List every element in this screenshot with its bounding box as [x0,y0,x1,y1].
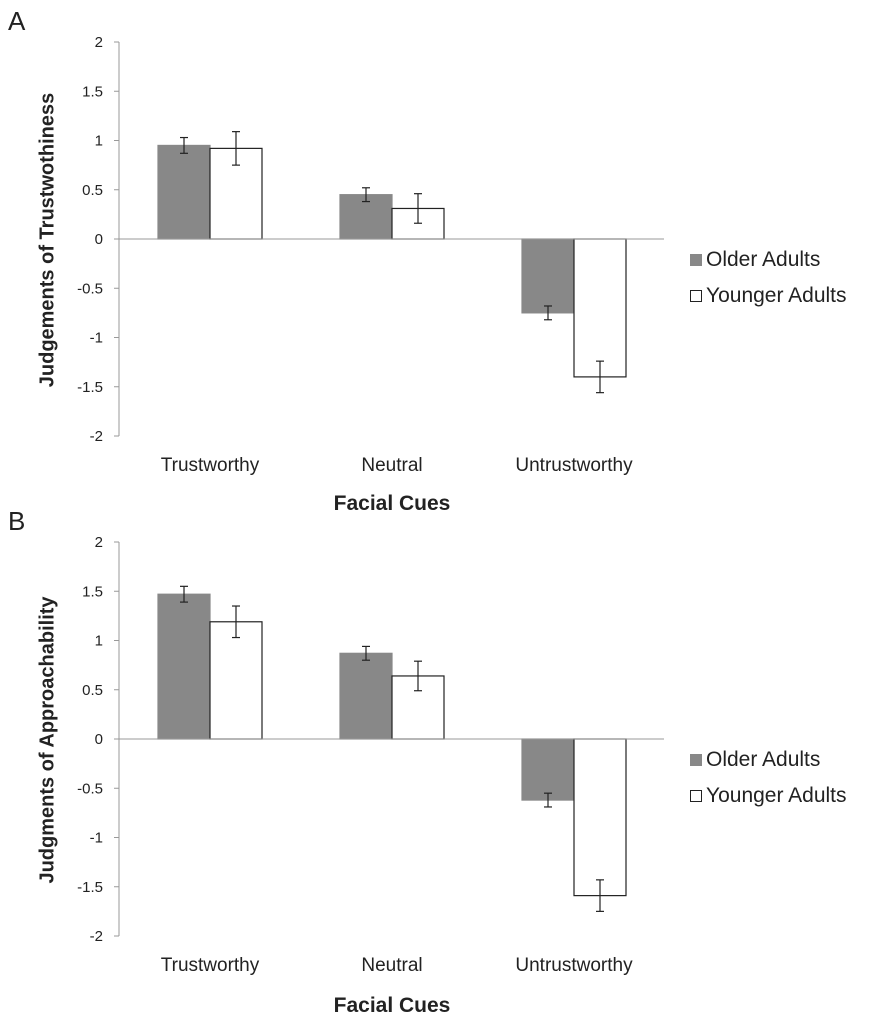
legend-label: Older Adults [706,248,821,271]
panel-label: B [8,506,26,536]
x-tick-label: Untrustworthy [515,455,633,476]
legend-swatch-older [690,754,702,766]
legend: Older Adults Younger Adults [690,242,847,314]
y-tick-label: 2 [95,534,103,551]
x-tick-label: Untrustworthy [515,955,633,976]
y-tick-label: -1 [90,330,103,347]
y-tick-label: -1.5 [77,379,103,396]
legend-item-older: Older Adults [690,242,847,278]
legend-item-younger: Younger Adults [690,278,847,314]
y-tick-label: 1 [95,133,103,150]
y-tick-label: 1.5 [82,583,103,600]
legend-label: Older Adults [706,748,821,771]
legend-label: Younger Adults [706,284,847,307]
chart-panel-b: B Judgments of Approachability 2 1.5 1 0.5 0… [0,500,871,1017]
bar-older-adults [521,738,575,801]
y-tick-label: -2 [90,428,103,445]
bar-older-adults [157,144,211,240]
y-tick-label: -0.5 [77,780,103,797]
legend-label: Younger Adults [706,784,847,807]
y-tick-label: 2 [95,34,103,51]
bar-chart: 2 1.5 1 0.5 0 -0.5 -1 -1.5 -2 Trustworthy Neutral U… [77,534,664,976]
legend: Older Adults Younger Adults [690,742,847,814]
x-axis-title: Facial Cues [333,492,451,515]
legend-swatch-older [690,254,702,266]
chart-panel-a: A Judgements of Trustwothiness 2 1.5 1 0.5 0… [0,0,871,515]
y-tick-label: 1.5 [82,83,103,100]
x-tick-label: Neutral [361,955,422,976]
bar-younger-adults [573,738,627,897]
bar-older-adults [521,238,575,314]
bar-older-adults [339,652,393,740]
x-axis-title: Facial Cues [333,994,451,1017]
y-tick-label: 0 [95,731,103,748]
bar-younger-adults [573,238,627,378]
legend-swatch-younger [690,790,702,802]
bar-chart: 2 1.5 1 0.5 0 -0.5 -1 -1.5 -2 Trustworthy Neutral U… [77,34,664,476]
bar-younger-adults [209,621,263,740]
y-tick-label: -1 [90,830,103,847]
legend-swatch-younger [690,290,702,302]
x-tick-label: Neutral [361,455,422,476]
legend-item-younger: Younger Adults [690,778,847,814]
x-tick-label: Trustworthy [161,455,260,476]
bar-older-adults [157,593,211,740]
x-tick-label: Trustworthy [161,955,260,976]
y-tick-label: -0.5 [77,280,103,297]
y-tick-label: 0.5 [82,682,103,699]
y-tick-label: -2 [90,928,103,945]
y-tick-label: -1.5 [77,879,103,896]
y-tick-label: 1 [95,633,103,650]
legend-item-older: Older Adults [690,742,847,778]
y-tick-label: 0.5 [82,182,103,199]
panel-label: A [8,6,26,36]
y-tick-label: 0 [95,231,103,248]
